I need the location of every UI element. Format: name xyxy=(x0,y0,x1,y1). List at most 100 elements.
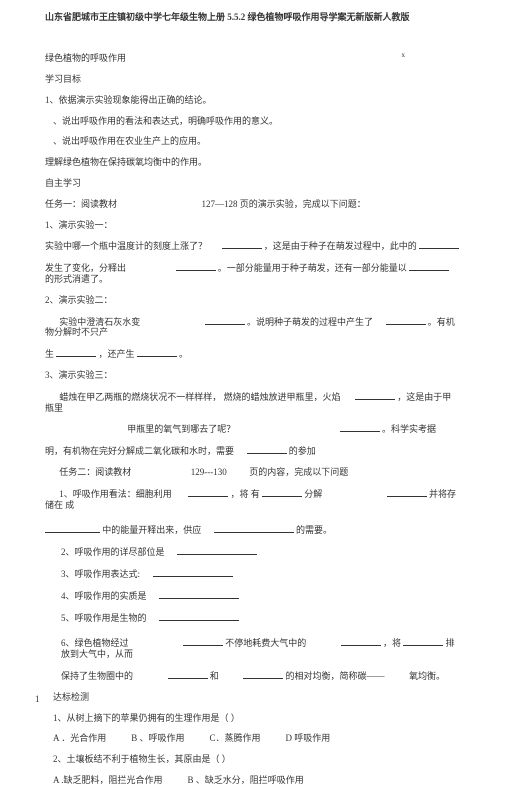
exp3-q3a: 明，有机物在完好分解成二氧化碳和水时，需要 xyxy=(45,446,234,456)
q1f: 中的能量开释出来，供应 xyxy=(102,525,201,535)
page-number: 1 xyxy=(35,694,40,704)
blank xyxy=(386,316,426,325)
q1a: 1、呼吸作用看法：细胞利用 xyxy=(59,489,172,499)
q6e: 保持了生物圈中的 xyxy=(61,671,133,681)
blank xyxy=(340,423,380,432)
test1c: C．蒸腾作用 xyxy=(210,733,261,744)
test2-q: 2、土壤板结不利于植物生长，其原由是（ ） xyxy=(45,754,460,765)
goal-2: 、说出呼吸作用的看法和表达式，明确呼吸作用的意义。 xyxy=(45,116,460,127)
exp3-line1: 蜡烛在甲乙两瓶的燃烧状况不一样样样， 燃烧的蜡烛放进甲瓶里，火焰 ，这是由于甲瓶… xyxy=(45,391,460,414)
blank xyxy=(153,568,233,577)
q6g: 的相对均衡，简称碳—— xyxy=(286,671,385,681)
exp1-q2a: 发生了变化，分释出 xyxy=(45,263,126,273)
test1-q: 1、从树上摘下的苹果仍拥有的生理作用是（ ） xyxy=(45,713,460,724)
task1-label: 任务一：阅读教材 xyxy=(45,199,117,209)
exp3-q1a: 蜡烛在甲乙两瓶的燃烧状况不一样样样， xyxy=(59,392,221,402)
test2-choices: A .缺乏肥料，阻拦光合作用 B 、缺乏水分，阻拦呼吸作用 xyxy=(45,775,460,786)
exp3-line3: 明，有机物在完好分解成二氧化碳和水时，需要 的参加 xyxy=(45,445,460,457)
task2-label: 任务二：阅读教材 xyxy=(59,467,131,477)
q6h: 氧均衡。 xyxy=(409,671,445,681)
exp1-q2c: 的形式消遣了。 xyxy=(45,274,108,284)
exp2-q1b: 。说明种子萌发的过程中产生了 xyxy=(247,317,373,327)
blank xyxy=(355,391,395,400)
blank xyxy=(176,262,216,271)
blank xyxy=(205,316,245,325)
exp1-label: 1、演示实验一： xyxy=(45,220,460,231)
exp2-q2c: 。 xyxy=(179,349,188,359)
blank xyxy=(262,488,302,497)
blank xyxy=(56,348,96,357)
test-header: 达标检测 xyxy=(45,692,460,703)
blank xyxy=(341,637,381,646)
q6c: ，将 xyxy=(383,638,401,648)
exp3-q2a: 甲瓶里的氧气到哪去了呢？ xyxy=(127,424,235,434)
q6f: 和 xyxy=(210,671,219,681)
test1b: B 、呼吸作用 xyxy=(131,733,184,744)
test1a: A ．光合作用 xyxy=(53,733,106,744)
exp2-line1: 实验中澄清石灰水变 。说明种子萌发的过程中产生了 。有机物分解时不只产 xyxy=(45,316,460,339)
q1b: ，将 有 xyxy=(231,489,260,499)
blank xyxy=(45,524,100,533)
test1-choices: A ．光合作用 B 、呼吸作用 C．蒸腾作用 D 呼吸作用 xyxy=(45,733,460,744)
q6-line2: 保持了生物圈中的 和 的相对均衡，简称碳—— 氧均衡。 xyxy=(45,670,460,682)
blank xyxy=(403,637,443,646)
exp2-label: 2、演示实验二： xyxy=(45,295,460,306)
task1-pages: 127—128 页的演示实验，完成以下问题： xyxy=(202,199,366,209)
blank xyxy=(243,670,283,679)
superscript-mark: x xyxy=(402,51,406,59)
exp1-line2: 发生了变化，分释出 。一部分能量用于种子萌发，还有一部分能量以 的形式消遣了。 xyxy=(45,262,460,285)
q1-line1: 1、呼吸作用看法：细胞利用 ，将 有 分解 并将存储在 成 xyxy=(45,488,460,511)
goals-header: 学习目标 xyxy=(45,74,460,85)
exp2-q2a: 生 xyxy=(45,349,54,359)
blank xyxy=(177,546,257,555)
exp1-q1b: ，这是由于种子在萌发过程中，此中的 xyxy=(264,241,417,251)
q4: 4、呼吸作用的实质是 xyxy=(61,591,147,601)
exp1-line1: 实验中哪一个瓶中温度计的刻度上涨了？ ，这是由于种子在萌发过程中，此中的 xyxy=(45,240,460,252)
exp3-q1b: 燃烧的蜡烛放进甲瓶里，火焰 xyxy=(224,392,341,402)
q2-line: 2、呼吸作用的详尽部位是 xyxy=(45,546,460,558)
blank xyxy=(222,240,262,249)
test1d: D 呼吸作用 xyxy=(286,733,331,744)
selfstudy-header: 自主学习 xyxy=(45,178,460,189)
exp3-label: 3、演示实验三： xyxy=(45,370,460,381)
blank xyxy=(214,524,294,533)
task2-suffix: 页的内容，完成以下问题 xyxy=(249,467,348,477)
q1g: 的需要。 xyxy=(296,525,332,535)
exp1-q2b: 。一部分能量用于种子萌发，还有一部分能量以 xyxy=(218,263,407,273)
exp2-line2: 生 ，还产生 。 xyxy=(45,348,460,360)
q1-line2: 中的能量开释出来，供应 的需要。 xyxy=(45,524,460,536)
q4-line: 4、呼吸作用的实质是 xyxy=(45,590,460,602)
test2b: B 、缺乏水分，阻拦呼吸作用 xyxy=(188,775,304,786)
q1e: 成 xyxy=(65,500,74,510)
blank xyxy=(409,262,449,271)
q6-line1: 6、绿色植物经过 不停地耗费大气中的 ，将 排放到大气中，从而 xyxy=(45,637,460,660)
q2: 2、呼吸作用的详尽部位是 xyxy=(61,547,165,557)
q3-line: 3、呼吸作用表达式: xyxy=(45,568,460,580)
goal-4: 理解绿色植物在保持碳氧均衡中的作用。 xyxy=(45,157,460,168)
q3: 3、呼吸作用表达式: xyxy=(61,569,140,579)
title-text: 绿色植物的呼吸作用 xyxy=(45,53,126,63)
blank xyxy=(247,445,287,454)
blank xyxy=(159,590,239,599)
main-title: 绿色植物的呼吸作用 x xyxy=(45,51,460,64)
blank xyxy=(387,488,427,497)
blank xyxy=(188,488,228,497)
blank xyxy=(183,637,223,646)
exp2-q1a: 实验中澄清石灰水变 xyxy=(59,317,140,327)
q6a: 6、绿色植物经过 xyxy=(61,638,129,648)
blank xyxy=(168,670,208,679)
blank xyxy=(159,612,239,621)
test2a: A .缺乏肥料，阻拦光合作用 xyxy=(53,775,163,786)
task2-row: 任务二：阅读教材 129---130 页的内容，完成以下问题 xyxy=(45,467,460,478)
exp2-q2b: ，还产生 xyxy=(99,349,135,359)
task1-row: 任务一：阅读教材 127—128 页的演示实验，完成以下问题： xyxy=(45,199,460,210)
goal-3: 、说出呼吸作用在农业生产上的应用。 xyxy=(45,136,460,147)
q5-line: 5、呼吸作用是生物的 xyxy=(45,612,460,624)
blank xyxy=(137,348,177,357)
q6b: 不停地耗费大气中的 xyxy=(225,638,306,648)
blank xyxy=(419,240,459,249)
q5: 5、呼吸作用是生物的 xyxy=(61,613,147,623)
exp3-q3b: 的参加 xyxy=(289,446,316,456)
goal-1: 1、依据演示实验现象能得出正确的结论。 xyxy=(45,95,460,106)
exp1-q1a: 实验中哪一个瓶中温度计的刻度上涨了？ xyxy=(45,241,207,251)
